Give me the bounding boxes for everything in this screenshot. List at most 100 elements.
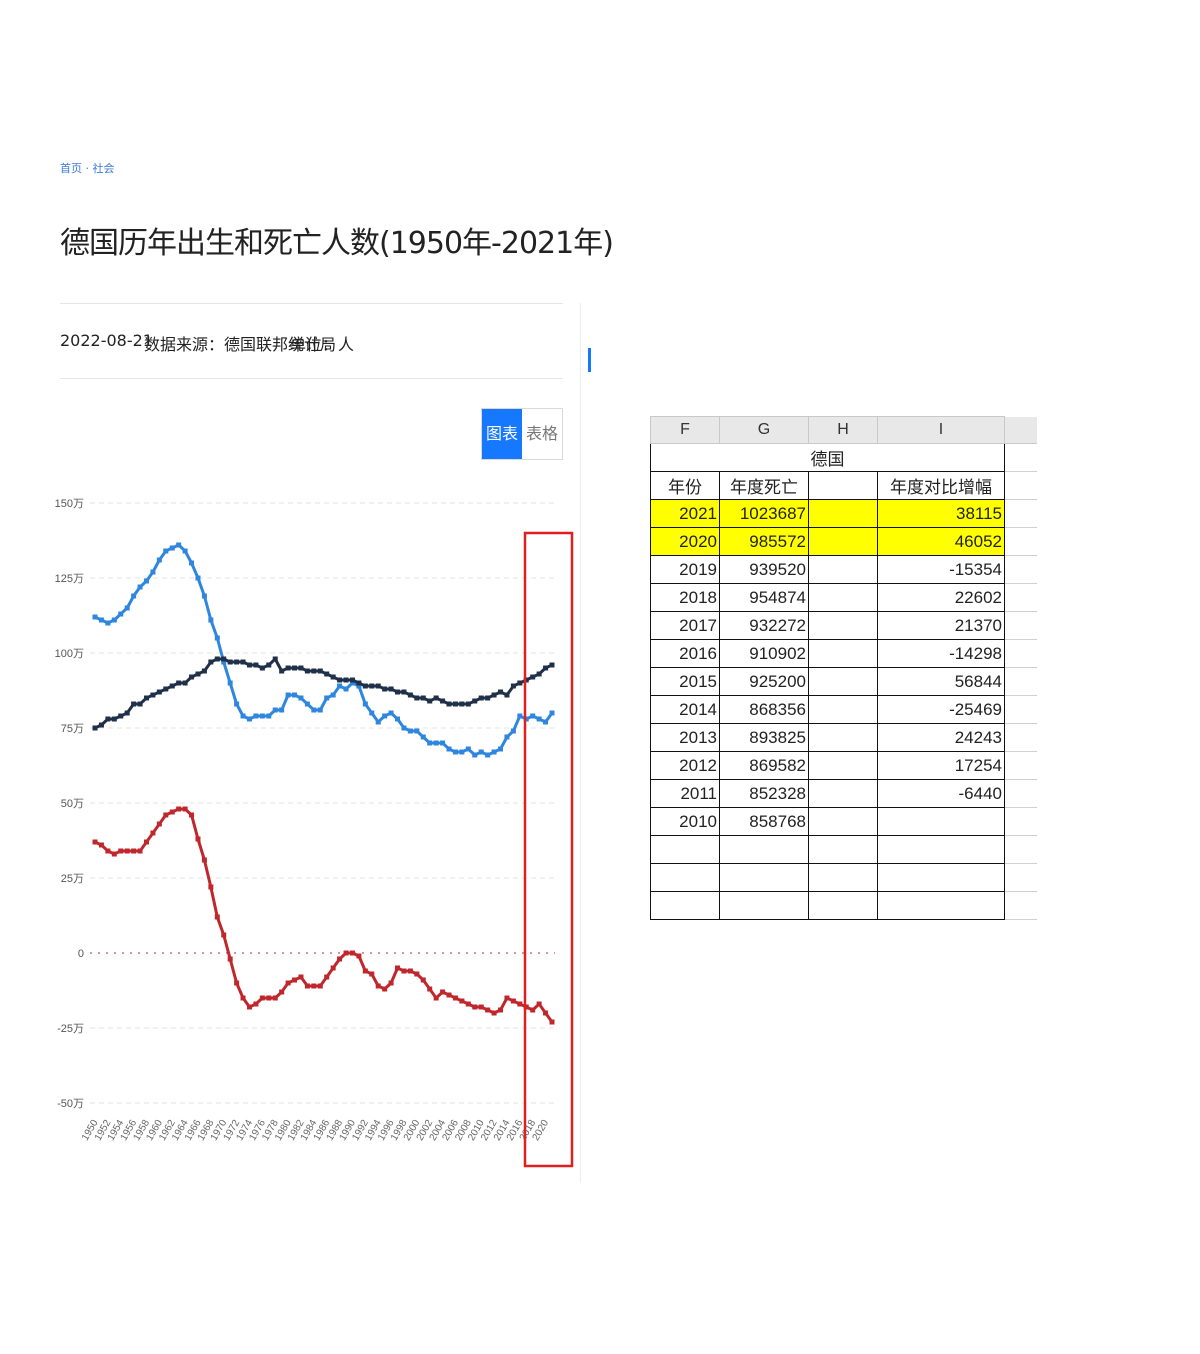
births-point — [298, 695, 304, 701]
sheet-row: 2015 925200 56844 — [650, 667, 1037, 696]
natural_growth-point — [349, 950, 355, 956]
births-point — [414, 728, 420, 734]
deaths-point — [549, 662, 555, 668]
births-point — [208, 617, 214, 623]
natural_growth-point — [111, 851, 117, 857]
sheet-row — [650, 863, 1037, 892]
natural_growth-point — [420, 977, 426, 983]
sheet-row: 2020 985572 46052 — [650, 527, 1037, 556]
births-point — [266, 713, 272, 719]
deaths-point — [163, 686, 169, 692]
publish-date: 2022-08-21 — [60, 331, 153, 350]
deaths-point — [491, 692, 497, 698]
column-header: G — [719, 416, 809, 444]
empty-cell — [808, 723, 878, 752]
sheet-title-cell: 德国 — [650, 443, 1005, 472]
deaths-point — [246, 662, 252, 668]
deaths-point — [465, 701, 471, 707]
deaths-point — [459, 701, 465, 707]
sheet-cell — [1004, 807, 1037, 836]
chart-view-button[interactable]: 图表 — [482, 409, 522, 459]
y-tick-label: -25万 — [57, 1023, 84, 1035]
births-point — [221, 659, 227, 665]
deaths-point — [105, 716, 111, 722]
spreadsheet: F G H I 德国 年份 年度死亡 年度对比增幅 2021 1023687 38115 2020 98… — [650, 416, 1037, 920]
births-point — [324, 695, 330, 701]
natural_growth-point — [234, 980, 240, 986]
change-cell: 56844 — [877, 667, 1005, 696]
deaths-point — [369, 683, 375, 689]
natural_growth-point — [369, 971, 375, 977]
sheet-cell — [1004, 443, 1037, 472]
change-cell: 46052 — [877, 527, 1005, 556]
sheet-cell — [1004, 751, 1037, 780]
sheet-row: 2019 939520 -15354 — [650, 555, 1037, 584]
sheet-row: 德国 — [650, 443, 1037, 472]
year-cell: 2021 — [650, 499, 720, 528]
sheet-row: 2011 852328 -6440 — [650, 779, 1037, 808]
deaths-point — [298, 665, 304, 671]
change-cell: 22602 — [877, 583, 1005, 612]
deaths-point — [259, 665, 265, 671]
deaths-point — [530, 674, 536, 680]
empty-cell — [808, 499, 878, 528]
natural_growth-point — [504, 995, 510, 1001]
header-cell: 年份 — [650, 471, 720, 500]
natural_growth-point — [330, 965, 336, 971]
natural_growth-point — [498, 1007, 504, 1013]
deaths-point — [433, 695, 439, 701]
deaths-point — [201, 668, 207, 674]
natural_growth-point — [414, 971, 420, 977]
natural_growth-point — [459, 998, 465, 1004]
change-cell: -15354 — [877, 555, 1005, 584]
natural_growth-point — [304, 983, 310, 989]
table-view-button[interactable]: 表格 — [522, 409, 562, 459]
year-cell: 2011 — [650, 779, 720, 808]
deaths-point — [382, 686, 388, 692]
natural_growth-point — [124, 848, 130, 854]
sheet-cell — [808, 863, 878, 892]
view-toggle: 图表 表格 — [481, 408, 563, 460]
y-tick-label: 25万 — [61, 873, 84, 885]
births-point — [292, 692, 298, 698]
births-point — [234, 701, 240, 707]
natural_growth-point — [510, 998, 516, 1004]
deaths-point — [324, 671, 330, 677]
deaths-point — [388, 686, 394, 692]
natural_growth-point — [176, 806, 182, 812]
births-point — [156, 557, 162, 563]
deaths-point — [189, 674, 195, 680]
births-point — [440, 740, 446, 746]
deaths-point — [92, 725, 98, 731]
y-tick-label: 0 — [78, 948, 84, 960]
sheet-cell — [1004, 779, 1037, 808]
deaths-point — [478, 695, 484, 701]
natural_growth-point — [98, 842, 104, 848]
change-cell: -6440 — [877, 779, 1005, 808]
births-point — [201, 593, 207, 599]
column-header — [1004, 416, 1037, 444]
deaths-point — [118, 713, 124, 719]
change-cell — [877, 807, 1005, 836]
deaths-point — [420, 695, 426, 701]
unit-label: 单位：人 — [290, 335, 355, 354]
natural_growth-point — [150, 830, 156, 836]
column-header: H — [808, 416, 878, 444]
sheet-cell — [719, 891, 809, 920]
y-tick-label: 75万 — [61, 723, 84, 735]
deaths-cell: 868356 — [719, 695, 809, 724]
deaths-point — [362, 683, 368, 689]
births-point — [498, 746, 504, 752]
births-point — [182, 548, 188, 554]
sheet-row: 2014 868356 -25469 — [650, 695, 1037, 724]
deaths-point — [356, 680, 362, 686]
births-point — [330, 692, 336, 698]
page-title: 德国历年出生和死亡人数(1950年-2021年) — [60, 226, 614, 261]
births-point — [427, 740, 433, 746]
breadcrumb[interactable]: 首页 · 社会 — [60, 162, 115, 175]
natural_growth-point — [137, 848, 143, 854]
natural_growth-point — [163, 812, 169, 818]
births-point — [433, 740, 439, 746]
deaths-cell: 852328 — [719, 779, 809, 808]
scroll-indicator[interactable] — [588, 348, 591, 372]
